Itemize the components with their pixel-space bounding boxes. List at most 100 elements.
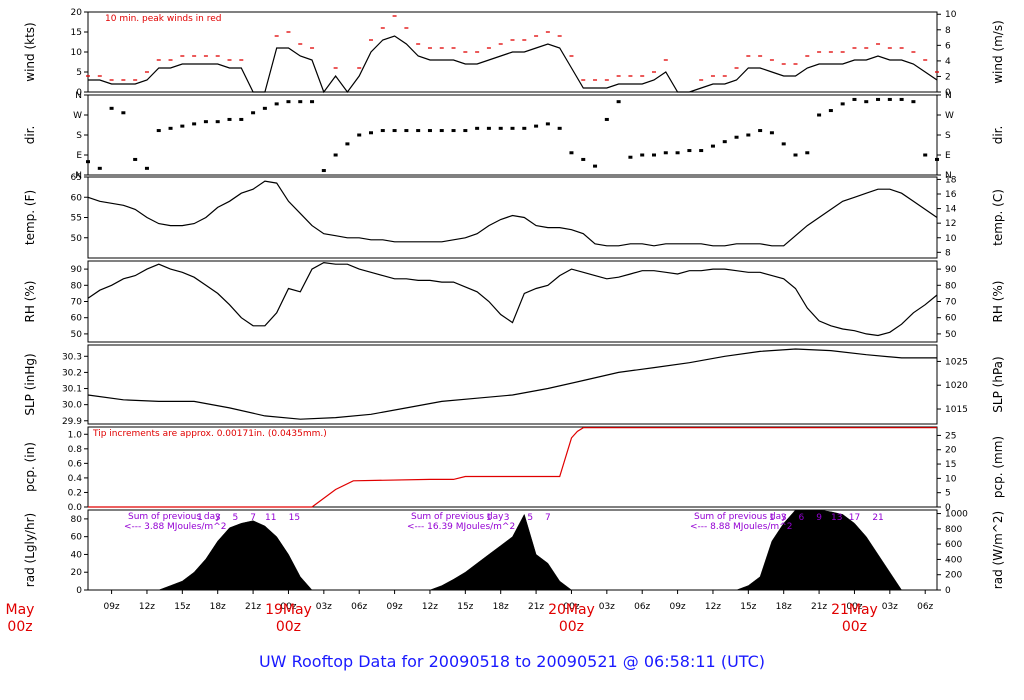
direction-point [876, 97, 881, 101]
x-tick-label: 00z [563, 602, 579, 612]
y-tick-label: 70 [71, 298, 83, 308]
direction-point [156, 129, 161, 133]
direction-point [534, 124, 539, 128]
y-tick-label: 30.3 [62, 352, 82, 362]
direction-point [581, 157, 586, 161]
direction-point [793, 153, 798, 157]
daily-sum-value: <--- 16.39 MJoules/m^2 [407, 522, 515, 532]
direction-point [923, 153, 928, 157]
direction-point [203, 120, 208, 124]
x-tick-label: 03z [599, 602, 615, 612]
y-tick-label: 0 [76, 88, 82, 98]
y-tick-label: N [75, 91, 82, 101]
direction-point [262, 106, 267, 110]
y-tick-label: 40 [71, 550, 83, 560]
y-tick-label: 80 [71, 515, 83, 525]
x-tick-label: 15z [740, 602, 756, 612]
y-tick-label-right: 0 [945, 586, 951, 596]
y-axis-label-right: wind (m/s) [991, 20, 1005, 84]
y-tick-label-right: E [945, 151, 951, 161]
y-axis-label: rad (Lgly/hr) [23, 513, 37, 587]
direction-point [109, 106, 114, 110]
x-tick-label: 06z [351, 602, 367, 612]
y-tick-label-right: W [945, 111, 954, 121]
x-tick-label: 06z [634, 602, 650, 612]
hour-marker: 15 [289, 513, 300, 523]
y-tick-label-right: 1025 [945, 357, 968, 367]
x-tick-label: 03z [882, 602, 898, 612]
panel-wind: wind (kts) wind (m/s) 0 5 10 15 20 0 2 4 6 8 10 10 mi… [23, 8, 1005, 98]
direction-point [345, 142, 350, 146]
panel-precipitation: pcp. (in) pcp. (mm) 0.0 0.2 0.4 0.6 0.8 1.0 0 5 10… [23, 426, 1005, 513]
hour-marker: 5 [233, 513, 239, 523]
direction-point [522, 126, 527, 130]
direction-point [652, 153, 656, 157]
direction-point [663, 151, 668, 155]
x-tick-label: 03z [316, 602, 332, 612]
direction-point [239, 117, 244, 121]
y-tick-label-right: 60 [945, 314, 957, 324]
x-tick-label: 21z [245, 602, 261, 612]
y-axis-label-right: pcp. (mm) [991, 436, 1005, 498]
y-tick-label: N [75, 171, 82, 181]
y-axis-label-right: SLP (hPa) [991, 356, 1005, 412]
y-axis-label: RH (%) [23, 281, 37, 323]
y-tick-label-right: 6 [945, 41, 951, 51]
direction-point [911, 100, 916, 104]
y-tick-label-right: 1020 [945, 381, 968, 391]
y-tick-label: 0.6 [68, 459, 83, 469]
hour-marker: 3 [215, 513, 221, 523]
direction-point [887, 97, 892, 101]
day-label: May [6, 602, 35, 618]
direction-point [121, 111, 126, 115]
y-axis-label: temp. (F) [23, 190, 37, 245]
y-tick-label-right: S [945, 131, 951, 141]
y-tick-label: 60 [71, 314, 83, 324]
direction-point [192, 122, 197, 126]
y-tick-label-right: 25 [945, 431, 956, 441]
y-tick-label-right: 90 [945, 265, 957, 275]
direction-point [828, 109, 833, 113]
direction-point [687, 149, 692, 153]
y-tick-label-right: 14 [945, 205, 957, 215]
panel-annotation: Tip increments are approx. 0.00171in. (0… [92, 429, 327, 439]
direction-point [628, 155, 633, 159]
direction-point [604, 117, 609, 121]
x-tick-label: 12z [422, 602, 438, 612]
direction-point [369, 131, 373, 135]
y-axis-label: dir. [23, 126, 37, 145]
x-tick-label: 18z [776, 602, 792, 612]
y-tick-label-right: 400 [945, 555, 962, 565]
day-time-label: 00z [842, 619, 867, 635]
direction-point [510, 126, 515, 130]
day-label: 19May [265, 602, 312, 618]
radiation-area [88, 509, 902, 591]
y-tick-label-right: N [945, 91, 952, 101]
day-time-label: 00z [276, 619, 301, 635]
x-tick-label: 00z [280, 602, 296, 612]
y-tick-label: 29.9 [62, 417, 82, 427]
direction-point [781, 142, 786, 146]
direction-point [746, 133, 751, 137]
y-tick-label-right: 600 [945, 540, 962, 550]
y-tick-label-right: 18 [945, 175, 957, 185]
hour-marker: 3 [504, 513, 510, 523]
direction-point [144, 166, 149, 170]
y-tick-label-right: 12 [945, 219, 956, 229]
y-tick-label: 20 [71, 8, 83, 18]
y-tick-label: 0.8 [68, 445, 83, 455]
y-tick-label: W [73, 111, 82, 121]
direction-point [427, 129, 432, 133]
chart-title: UW Rooftop Data for 20090518 to 20090521… [259, 652, 765, 671]
direction-point [734, 135, 739, 139]
y-tick-label: 5 [76, 68, 82, 78]
panel-sea_level_pressure: SLP (inHg) SLP (hPa) 29.9 30.0 30.1 30.2 30.3 1… [23, 344, 1005, 427]
hour-marker: 17 [849, 513, 860, 523]
series-line [88, 427, 937, 508]
y-tick-label-right: 10 [945, 10, 957, 20]
panel-relative_humidity: RH (%) RH (%) 50 60 70 80 90 50 60 70 80 90 [23, 260, 1005, 343]
direction-point [357, 133, 362, 137]
daily-sum-note: Sum of previous day [694, 512, 787, 522]
direction-point [404, 129, 409, 133]
x-tick-label: 21z [528, 602, 544, 612]
